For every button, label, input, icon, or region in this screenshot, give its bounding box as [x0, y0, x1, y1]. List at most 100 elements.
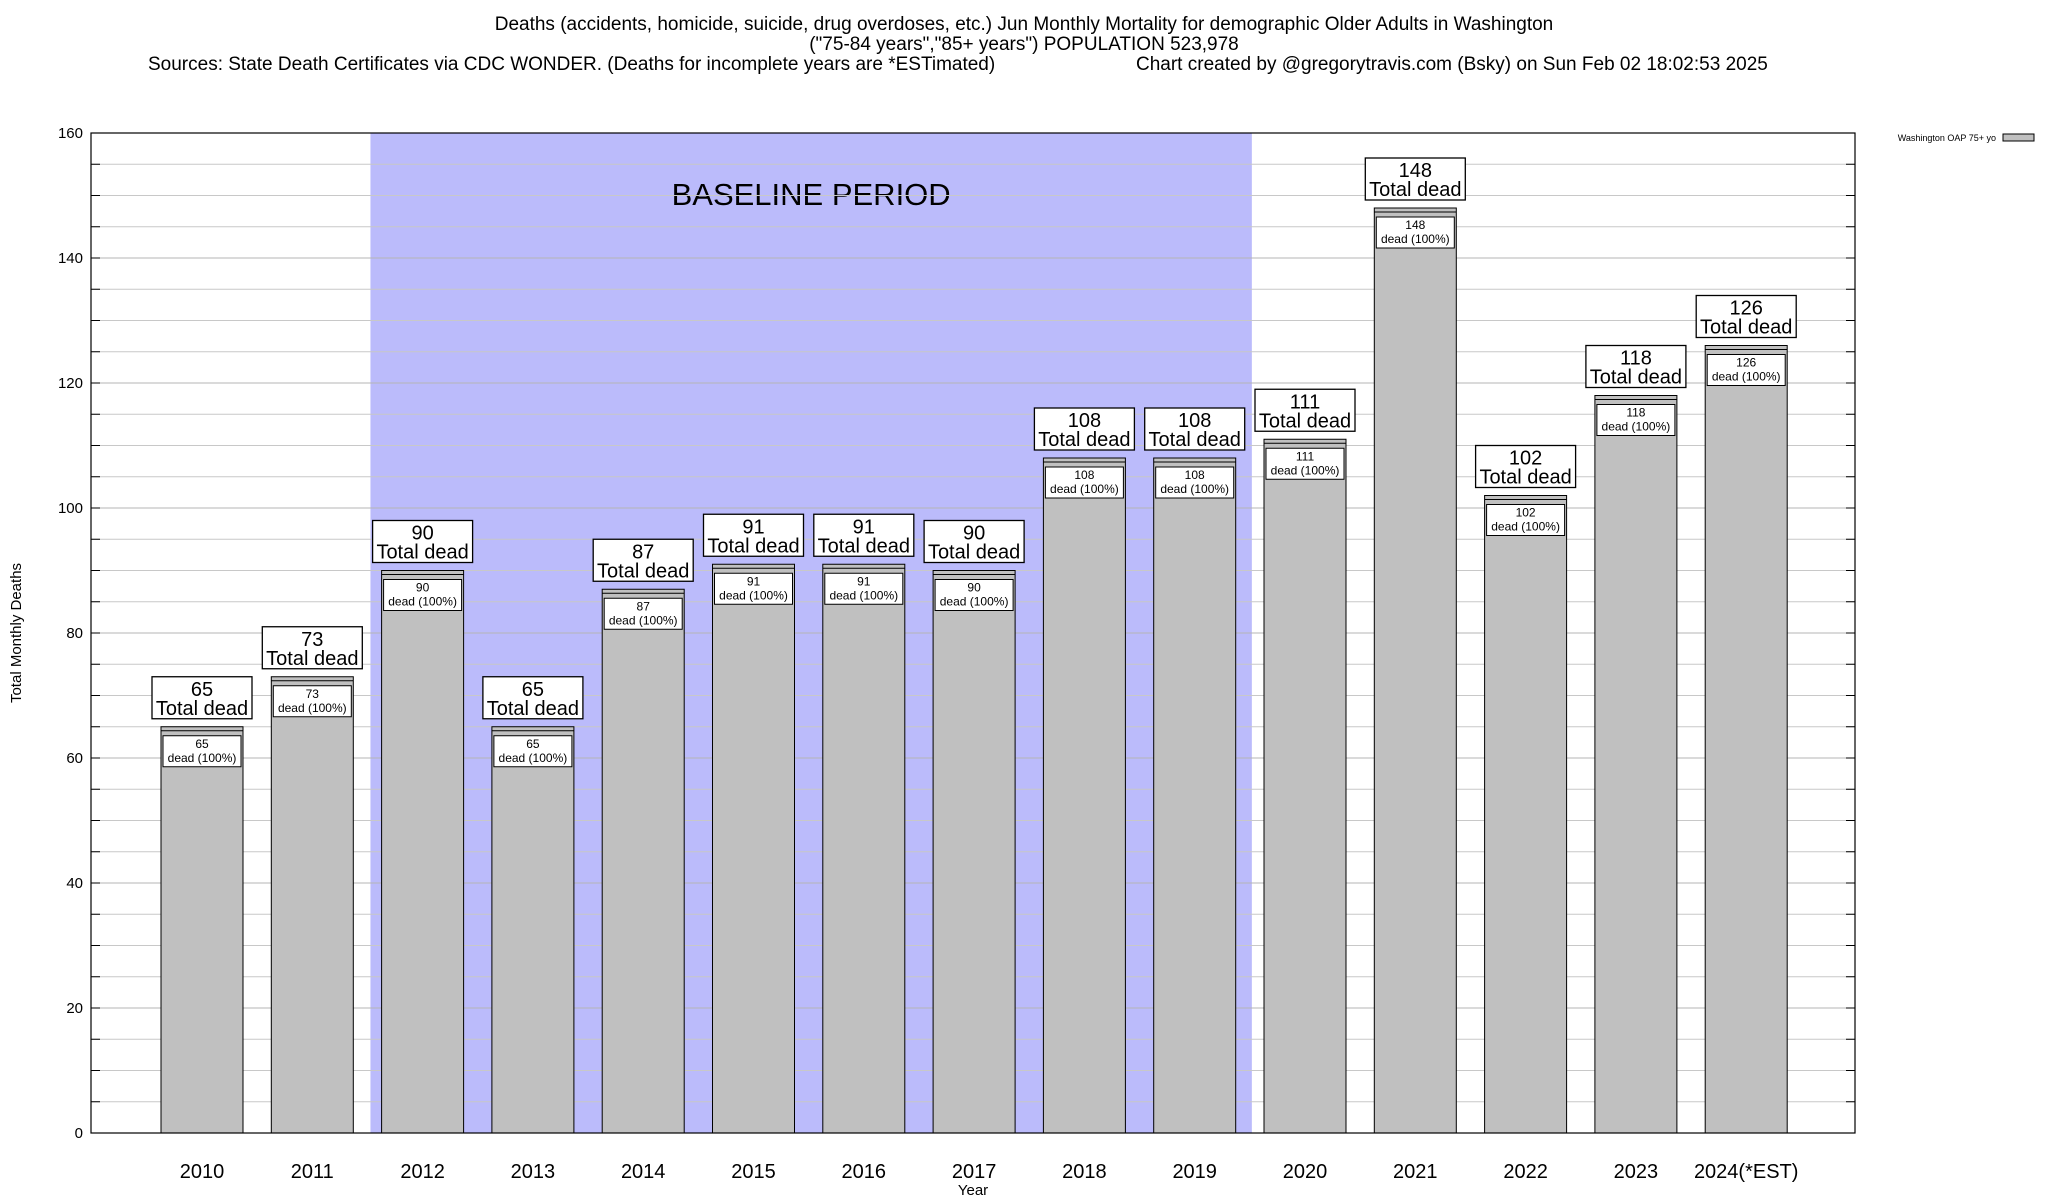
inner-suffix: dead (100%) — [388, 595, 457, 609]
top-value: 90 — [963, 523, 985, 545]
top-suffix: Total dead — [818, 535, 910, 557]
inner-suffix: dead (100%) — [1271, 463, 1340, 477]
top-suffix: Total dead — [1479, 467, 1571, 489]
top-suffix: Total dead — [1149, 429, 1241, 451]
bar — [1373, 207, 1457, 1134]
inner-value: 126 — [1736, 356, 1756, 370]
inner-suffix: dead (100%) — [278, 701, 347, 715]
top-value: 73 — [301, 629, 323, 651]
inner-value: 91 — [857, 574, 871, 588]
inner-value: 111 — [1296, 449, 1315, 463]
x-tick-label: 2017 — [952, 1161, 997, 1183]
inner-value: 148 — [1405, 218, 1425, 232]
x-tick-label: 2018 — [1062, 1161, 1107, 1183]
bar — [1042, 457, 1126, 1134]
inner-suffix: dead (100%) — [1712, 370, 1781, 384]
top-value: 87 — [632, 541, 654, 563]
bar — [1263, 438, 1347, 1134]
x-tick-label: 2015 — [731, 1161, 776, 1183]
top-value: 108 — [1178, 410, 1211, 432]
top-value: 65 — [522, 679, 544, 701]
top-suffix: Total dead — [266, 648, 358, 670]
inner-suffix: dead (100%) — [168, 751, 237, 765]
inner-value: 73 — [306, 687, 320, 701]
y-tick-label: 0 — [75, 1125, 83, 1142]
bar — [601, 588, 685, 1134]
bar — [822, 563, 906, 1134]
x-tick-label: 2013 — [511, 1161, 556, 1183]
inner-suffix: dead (100%) — [829, 588, 898, 602]
bar — [160, 726, 244, 1134]
top-value: 108 — [1068, 410, 1101, 432]
x-tick-label: 2020 — [1283, 1161, 1328, 1183]
top-suffix: Total dead — [928, 542, 1020, 564]
top-value: 90 — [411, 523, 433, 545]
x-tick-label: 2024(*EST) — [1694, 1161, 1799, 1183]
y-tick-label: 40 — [66, 875, 83, 892]
inner-value: 87 — [637, 599, 651, 613]
baseline-period-label: BASELINE PERIOD — [672, 177, 951, 212]
x-tick-label: 2022 — [1503, 1161, 1548, 1183]
inner-value: 90 — [416, 581, 430, 595]
y-tick-label: 100 — [58, 500, 83, 517]
top-suffix: Total dead — [156, 698, 248, 720]
top-value: 91 — [853, 516, 875, 538]
inner-suffix: dead (100%) — [1491, 520, 1560, 534]
inner-value: 65 — [526, 737, 540, 751]
bar — [1704, 345, 1788, 1134]
inner-suffix: dead (100%) — [1160, 482, 1229, 496]
chart-subtitle: ("75-84 years","85+ years") POPULATION 5… — [809, 34, 1239, 55]
bar — [1594, 395, 1678, 1134]
x-tick-label: 2011 — [291, 1161, 334, 1183]
top-suffix: Total dead — [1700, 317, 1792, 339]
top-value: 126 — [1730, 298, 1763, 320]
x-axis-title: Year — [958, 1182, 988, 1199]
top-suffix: Total dead — [487, 698, 579, 720]
top-suffix: Total dead — [1038, 429, 1130, 451]
x-tick-label: 2016 — [842, 1161, 887, 1183]
top-value: 65 — [191, 679, 213, 701]
inner-value: 108 — [1074, 468, 1094, 482]
top-value: 148 — [1399, 160, 1432, 182]
top-suffix: Total dead — [707, 535, 799, 557]
x-tick-label: 2019 — [1172, 1161, 1217, 1183]
bar — [270, 676, 354, 1134]
y-tick-label: 80 — [66, 625, 83, 642]
bar — [1153, 457, 1237, 1134]
bar — [932, 570, 1016, 1134]
x-tick-label: 2012 — [400, 1161, 445, 1183]
top-value: 118 — [1620, 348, 1652, 370]
bar — [381, 570, 465, 1134]
inner-suffix: dead (100%) — [499, 751, 568, 765]
top-value: 102 — [1509, 448, 1542, 470]
inner-suffix: dead (100%) — [940, 595, 1009, 609]
inner-value: 108 — [1185, 468, 1205, 482]
chart-credit: Chart created by @gregorytravis.com (Bsk… — [1136, 54, 1768, 75]
x-tick-label: 2010 — [180, 1161, 225, 1183]
top-suffix: Total dead — [1590, 367, 1682, 389]
top-suffix: Total dead — [1259, 410, 1351, 432]
legend-label: Washington OAP 75+ yo — [1898, 133, 1996, 143]
